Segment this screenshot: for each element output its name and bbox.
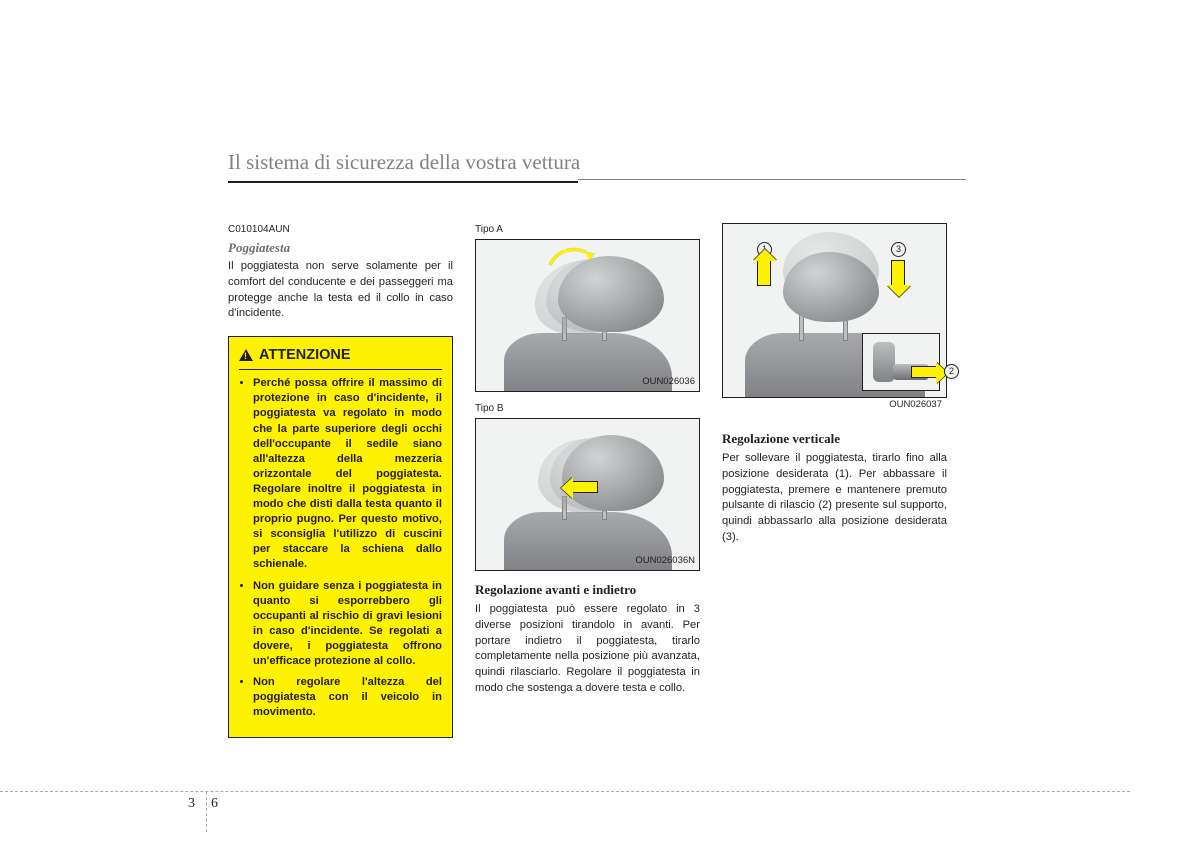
subsection-text: Per sollevare il poggiatesta, tirarlo fi…: [722, 451, 947, 545]
content-columns: C010104AUN Poggiatesta Il poggiatesta no…: [228, 223, 1130, 738]
title-rule-extension: [578, 179, 966, 180]
page-number: 36: [188, 796, 218, 812]
warning-title: ATTENZIONE: [239, 345, 442, 370]
figure-inset: 2: [862, 333, 940, 391]
figure-code: OUN026036N: [635, 554, 695, 567]
section-code: C010104AUN: [228, 223, 453, 237]
figure-tipo-b: OUN026036N: [475, 418, 700, 571]
forward-arrow-icon: [572, 481, 598, 493]
figure-vertical-adjust: 1 3 2 OUN026037: [722, 223, 947, 398]
subsection-heading: Regolazione avanti e indietro: [475, 581, 700, 599]
chapter-title: Il sistema di sicurezza della vostra vet…: [228, 150, 1130, 175]
manual-page: Il sistema di sicurezza della vostra vet…: [0, 0, 1200, 848]
title-rule: [228, 181, 578, 183]
headrest-main: [562, 435, 664, 511]
figure-type-label: Tipo B: [475, 402, 700, 416]
callout-number: 2: [944, 364, 959, 379]
press-arrow-icon: [911, 366, 937, 378]
figure-code: OUN026037: [889, 398, 942, 411]
warning-item: Non guidare senza i poggiatesta in quant…: [253, 579, 442, 670]
warning-list: Perché possa offrire il massimo di prote…: [239, 376, 442, 720]
warning-title-text: ATTENZIONE: [259, 345, 351, 365]
figure-type-label: Tipo A: [475, 223, 700, 237]
inset-post: [873, 342, 895, 382]
warning-box: ATTENZIONE Perché possa offrire il massi…: [228, 336, 453, 738]
column-right: 1 3 2 OUN026037 Regolazione verticale Pe…: [722, 223, 947, 545]
column-left: C010104AUN Poggiatesta Il poggiatesta no…: [228, 223, 453, 738]
subsection-heading: Regolazione verticale: [722, 430, 947, 448]
warning-triangle-icon: [239, 349, 253, 361]
section-heading: Poggiatesta: [228, 239, 453, 257]
chapter-number: 3: [188, 796, 203, 811]
up-arrow-icon: [757, 260, 771, 286]
intro-paragraph: Il poggiatesta non serve solamente per i…: [228, 259, 453, 322]
down-arrow-icon: [891, 260, 905, 286]
page-in-chapter: 6: [203, 796, 218, 811]
warning-item: Non regolare l'altezza del poggiatesta c…: [253, 675, 442, 720]
column-center: Tipo A OUN026036 Tipo B OUN026: [475, 223, 700, 696]
figure-code: OUN026036: [642, 375, 695, 388]
subsection-text: Il poggiatesta può essere regolato in 3 …: [475, 602, 700, 696]
callout-number: 3: [891, 242, 906, 257]
figure-tipo-a: OUN026036: [475, 239, 700, 392]
warning-item: Perché possa offrire il massimo di prote…: [253, 376, 442, 572]
page-footer: 36: [0, 791, 1130, 792]
